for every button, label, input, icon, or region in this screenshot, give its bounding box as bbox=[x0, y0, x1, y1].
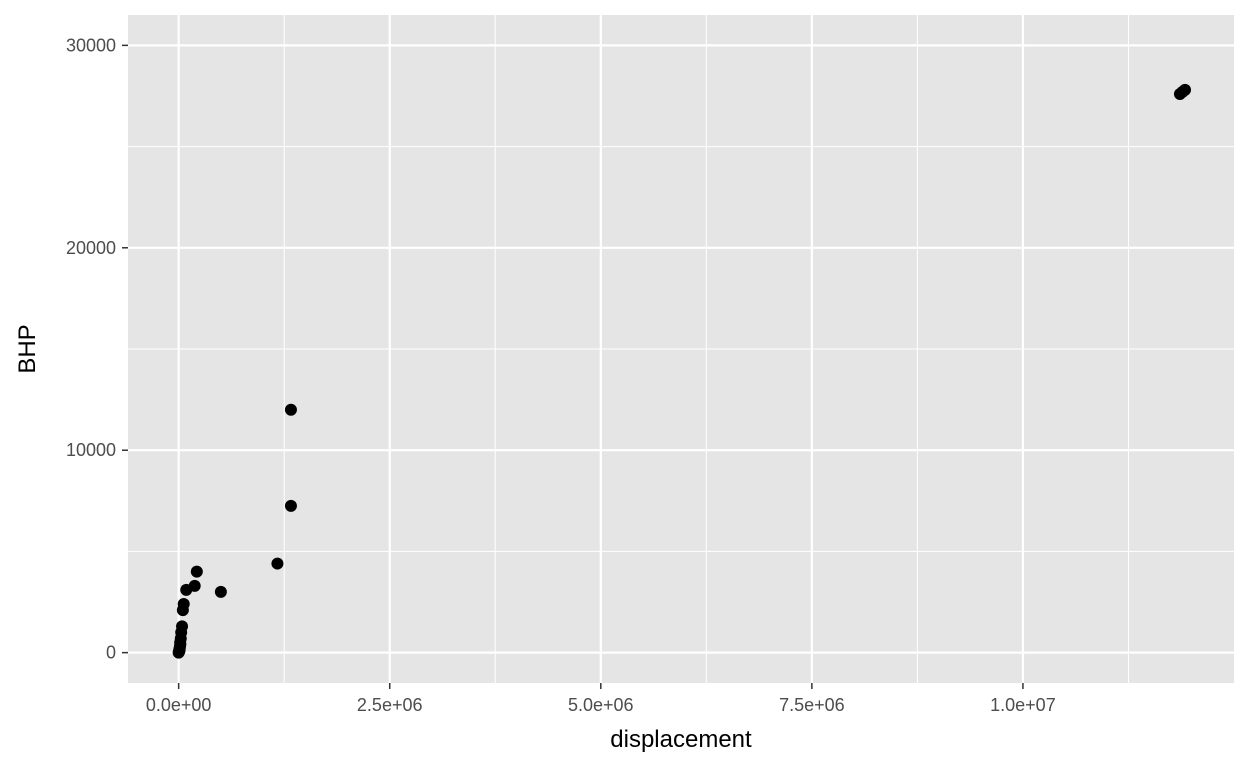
data-point bbox=[190, 565, 203, 578]
y-tick-label: 30000 bbox=[66, 35, 116, 55]
x-tick-label: 5.0e+06 bbox=[568, 695, 634, 715]
data-point bbox=[176, 620, 189, 633]
y-tick-label: 20000 bbox=[66, 238, 116, 258]
x-tick-label: 1.0e+07 bbox=[990, 695, 1056, 715]
data-point bbox=[177, 598, 190, 611]
x-tick-label: 0.0e+00 bbox=[146, 695, 212, 715]
data-point bbox=[271, 557, 284, 570]
data-point bbox=[284, 499, 297, 512]
data-point bbox=[284, 403, 297, 416]
data-points bbox=[172, 83, 1192, 659]
x-axis-ticks: 0.0e+00 2.5e+06 5.0e+06 7.5e+06 1.0e+07 bbox=[146, 683, 1056, 715]
x-tick-label: 7.5e+06 bbox=[779, 695, 845, 715]
minor-gridlines bbox=[128, 15, 1234, 683]
x-axis-title: displacement bbox=[610, 726, 752, 753]
y-axis-title: BHP bbox=[14, 324, 41, 373]
y-axis-ticks: 0 10000 20000 30000 bbox=[66, 35, 128, 663]
x-tick-label: 2.5e+06 bbox=[357, 695, 423, 715]
data-point bbox=[1179, 83, 1192, 96]
major-gridlines bbox=[128, 15, 1234, 683]
y-tick-label: 10000 bbox=[66, 440, 116, 460]
data-point bbox=[214, 585, 227, 598]
data-point bbox=[188, 579, 201, 592]
y-tick-label: 0 bbox=[106, 643, 116, 663]
